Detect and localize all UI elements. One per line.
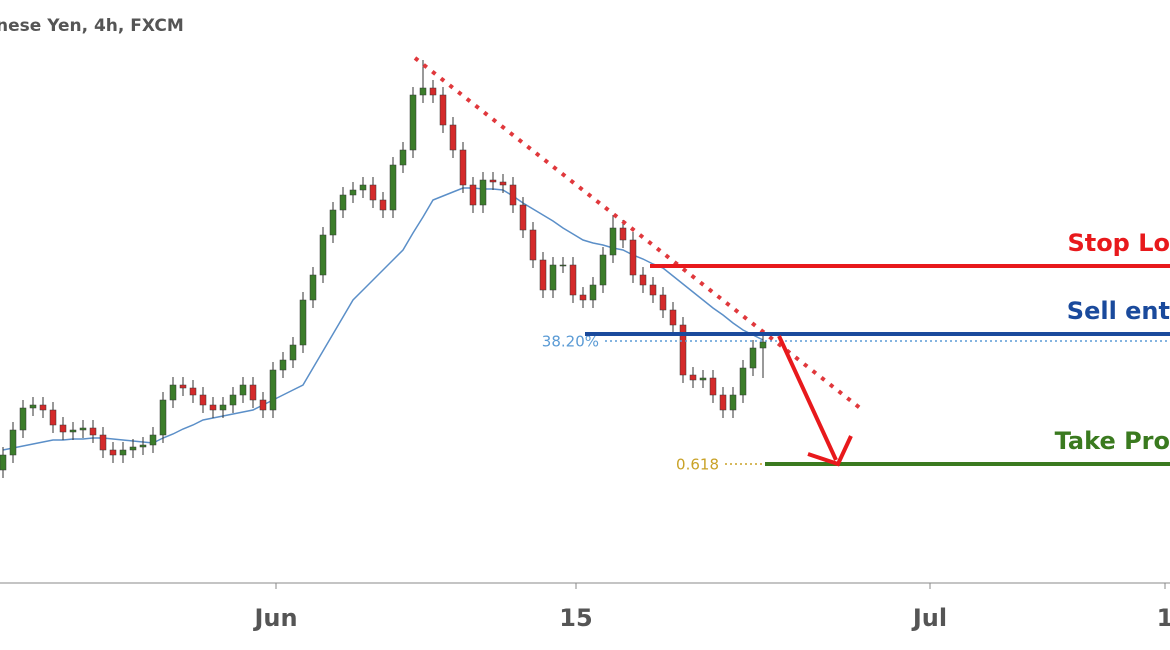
candle-body — [569, 264, 577, 296]
candle-body — [619, 227, 627, 241]
candle-body — [519, 204, 527, 231]
trendline — [413, 56, 862, 410]
candle-body — [469, 184, 477, 206]
candle-body — [39, 404, 47, 411]
candle-body — [659, 294, 667, 311]
candle-body — [419, 87, 427, 96]
x-tick-label: 15 — [559, 604, 592, 632]
candle-body — [79, 427, 87, 431]
candle-body — [99, 434, 107, 451]
candle-body — [669, 309, 677, 326]
candle-body — [89, 427, 97, 436]
candle-body — [139, 444, 147, 448]
candle-body — [129, 446, 137, 451]
candle-body — [239, 384, 247, 396]
candle-body — [459, 149, 467, 186]
plot-area: 38.20% 0.618 Stop Lo Sell ent Take Pro — [0, 56, 1170, 478]
candle-body — [339, 194, 347, 211]
candle-body — [309, 274, 317, 301]
candle-body — [679, 324, 687, 376]
x-tick-label: Jun — [252, 604, 297, 632]
candle-body — [0, 454, 7, 471]
candle-body — [69, 429, 77, 433]
candle-body — [379, 199, 387, 211]
candle-body — [19, 407, 27, 431]
arrow-head — [807, 435, 853, 467]
candle-body — [259, 399, 267, 411]
candle-body — [219, 404, 227, 411]
level-label: Sell ent — [1067, 297, 1170, 325]
x-tick-label: 1 — [1157, 604, 1170, 632]
candle-body — [159, 399, 167, 436]
candle-body — [509, 184, 517, 206]
candle-body — [689, 374, 697, 381]
candle-body — [479, 179, 487, 206]
candle-body — [199, 394, 207, 406]
candle-body — [399, 149, 407, 166]
candle-body — [209, 404, 217, 411]
candle-body — [699, 377, 707, 381]
candle-body — [599, 254, 607, 286]
candle-body — [169, 384, 177, 401]
candle-body — [709, 377, 717, 396]
candle-body — [609, 227, 617, 256]
candle-body — [249, 384, 257, 401]
arrow-shaft — [777, 335, 838, 461]
candle-body — [49, 409, 57, 426]
candle-body — [559, 264, 567, 267]
candle-body — [299, 299, 307, 346]
candle-body — [359, 184, 367, 191]
candle-body — [149, 434, 157, 446]
projection-arrow — [777, 335, 853, 467]
candle-body — [269, 369, 277, 411]
candle-body — [719, 394, 727, 411]
candle-body — [429, 87, 437, 96]
candle-body — [739, 367, 747, 396]
candle-body — [489, 179, 497, 183]
candle-body — [369, 184, 377, 201]
candle-body — [179, 384, 187, 389]
moving-average — [2, 187, 764, 451]
candle-body — [729, 394, 737, 411]
candle-body — [59, 424, 67, 433]
candle-body — [439, 94, 447, 126]
candle-body — [629, 239, 637, 276]
candle-body — [649, 284, 657, 296]
chart-title: nese Yen, 4h, FXCM — [0, 16, 184, 36]
candle-body — [349, 189, 357, 196]
candle-body — [289, 344, 297, 361]
candle-body — [29, 404, 37, 409]
candle-body — [549, 264, 557, 291]
candle-body — [759, 341, 767, 349]
candle-body — [579, 294, 587, 301]
candle-body — [9, 429, 17, 456]
candle-body — [389, 164, 397, 211]
candle-body — [449, 124, 457, 151]
candle-body — [639, 274, 647, 286]
candle-body — [539, 259, 547, 291]
candle-body — [409, 94, 417, 151]
candle-body — [589, 284, 597, 301]
candle-body — [229, 394, 237, 406]
candle-body — [279, 359, 287, 371]
candle-body — [329, 209, 337, 236]
level-label: Take Pro — [1055, 427, 1170, 455]
candle-body — [119, 449, 127, 456]
fib-label: 0.618 — [676, 456, 719, 474]
fib-label: 38.20% — [542, 333, 599, 351]
x-tick-label: Jul — [911, 604, 947, 632]
candle-body — [319, 234, 327, 276]
candle-body — [499, 181, 507, 186]
candle-body — [189, 387, 197, 396]
level-label: Stop Lo — [1067, 229, 1170, 257]
candle-body — [529, 229, 537, 261]
candle-body — [749, 347, 757, 369]
candle-body — [109, 449, 117, 456]
